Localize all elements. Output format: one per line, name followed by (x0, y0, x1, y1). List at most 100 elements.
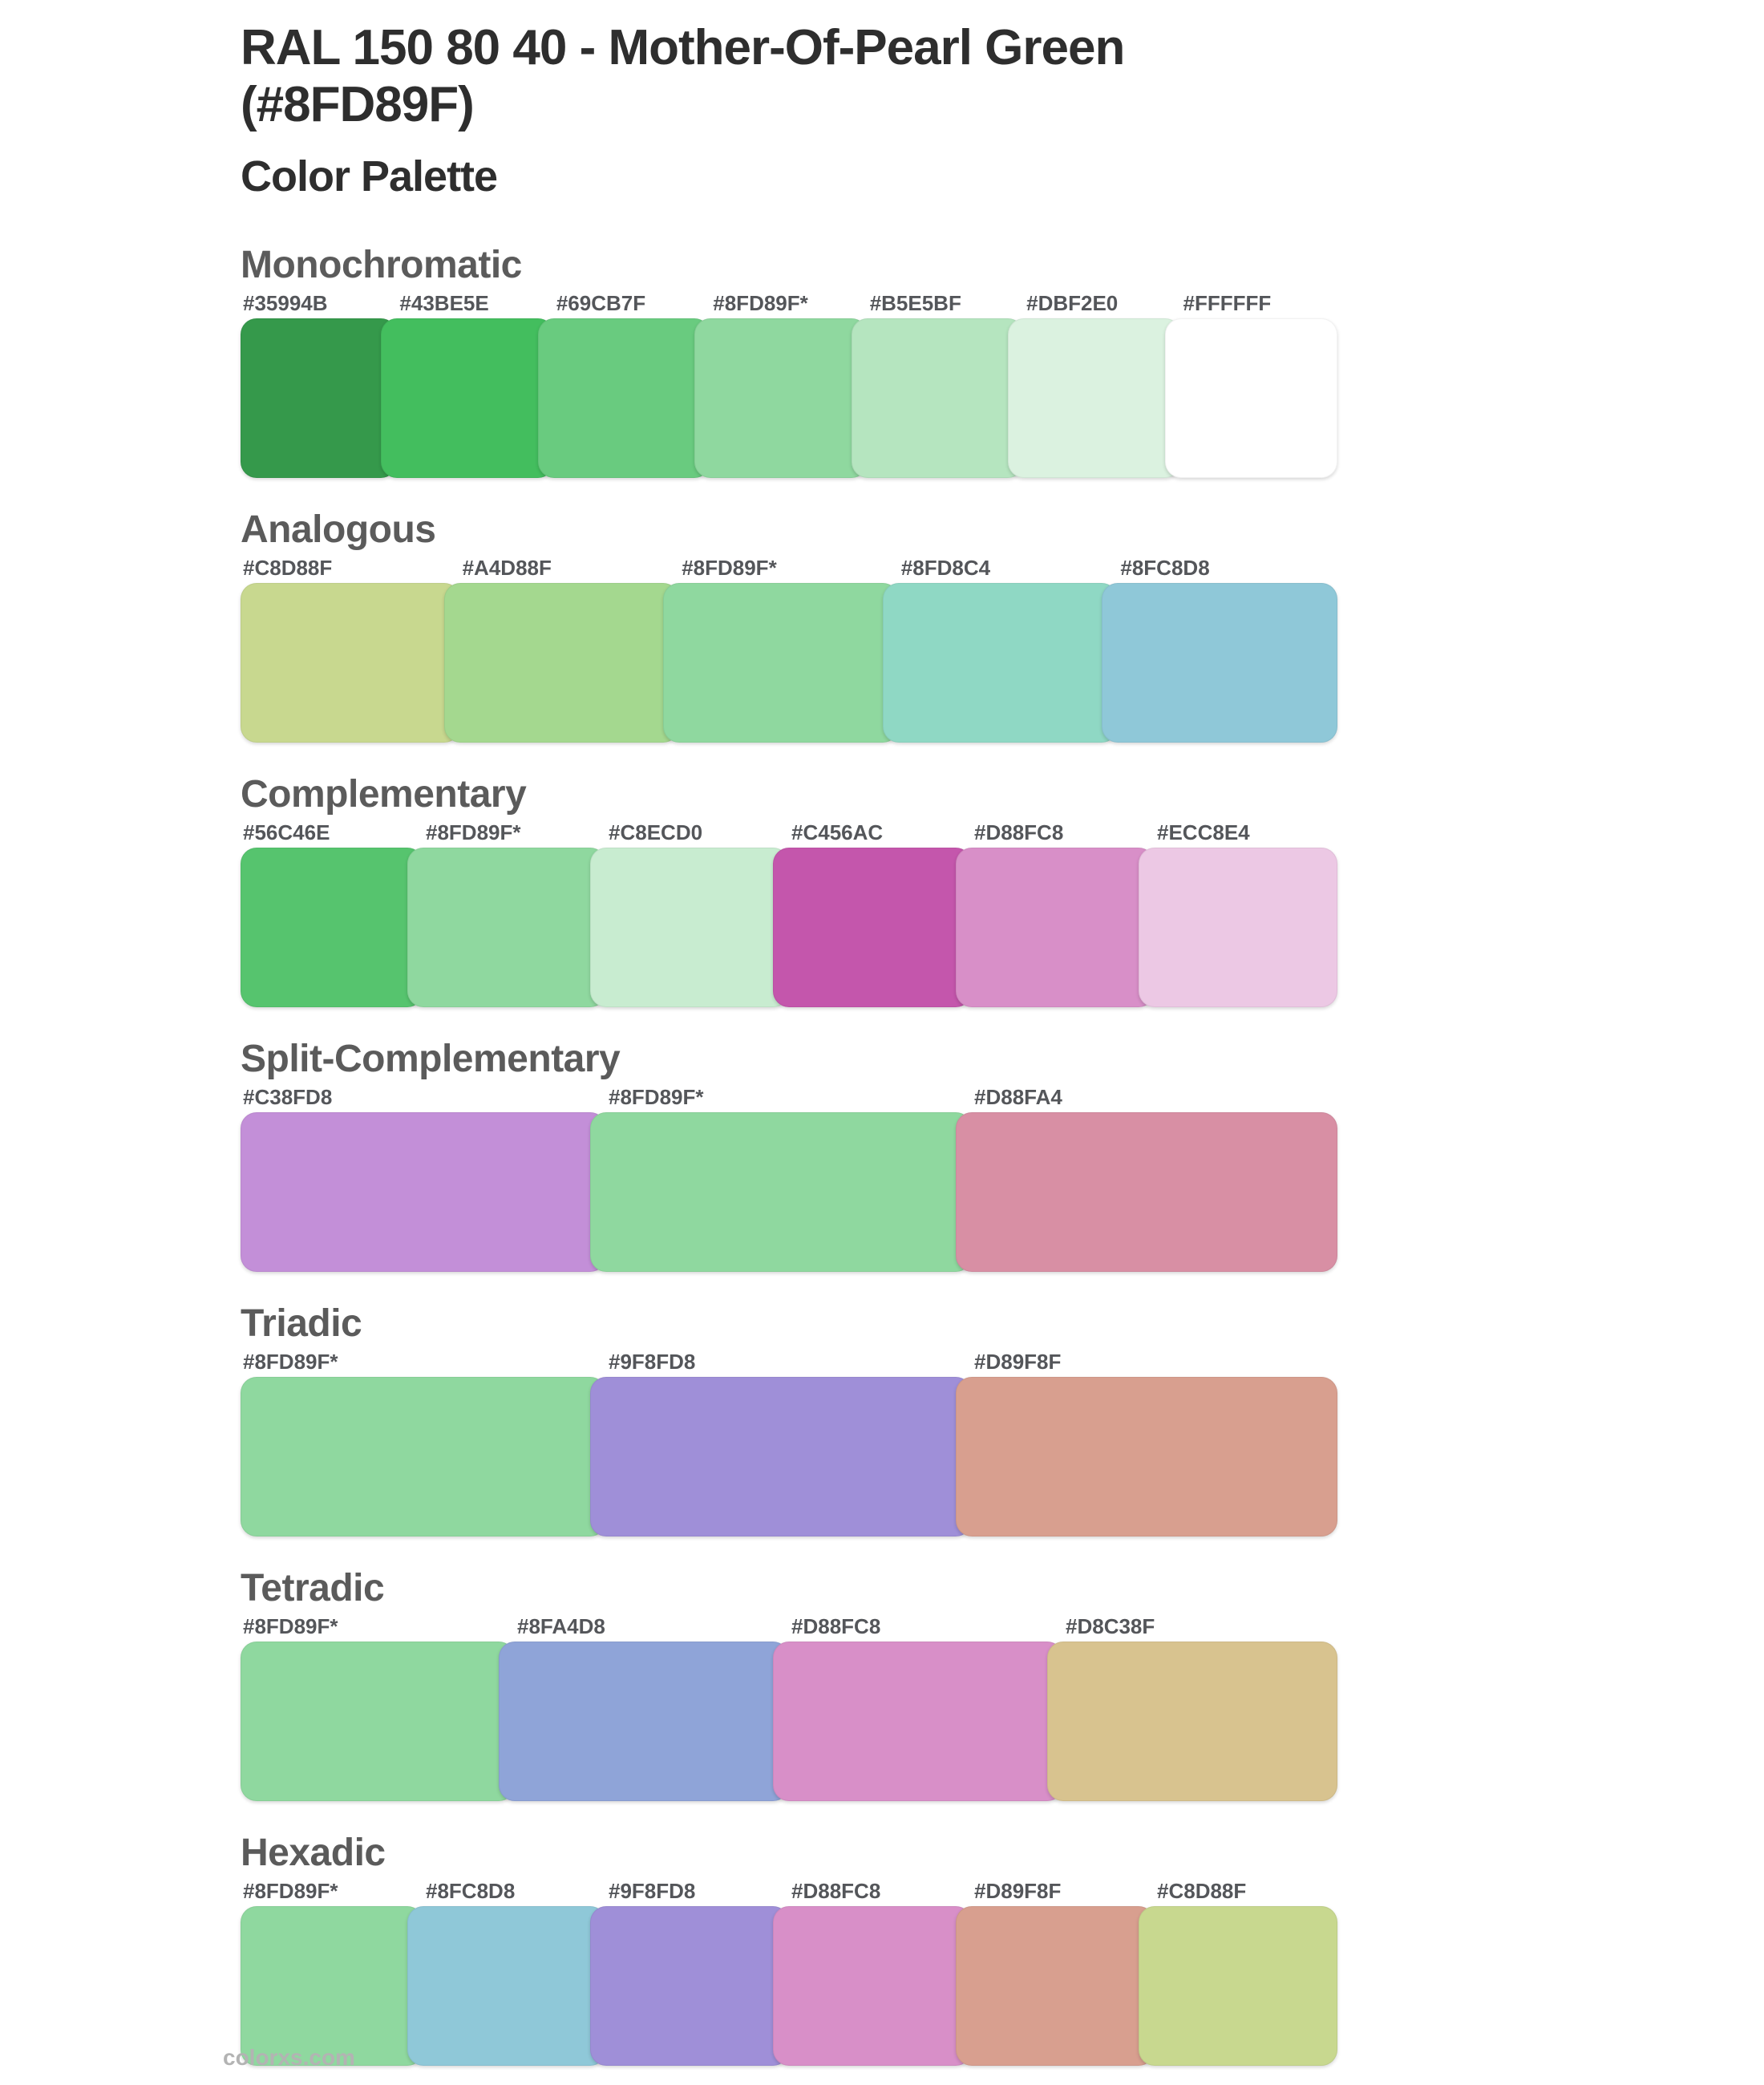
color-swatch[interactable] (537, 318, 711, 478)
hex-label: #B5E5BF (869, 290, 961, 315)
swatch-cell (1102, 582, 1337, 743)
hex-label: #8FA4D8 (517, 1613, 605, 1638)
color-swatch[interactable] (1102, 582, 1337, 743)
swatch-cell (1139, 1905, 1337, 2066)
color-swatch[interactable] (694, 318, 868, 478)
color-swatch[interactable] (956, 1111, 1337, 1272)
hex-label: #8FC8D8 (1120, 555, 1210, 580)
hex-label: #8FD89F* (682, 555, 777, 580)
hex-labels-row: #56C46E #8FD89F* #C8ECD0 #C456AC #D88FC8 #ECC… (241, 820, 1337, 844)
color-swatch[interactable] (443, 582, 680, 743)
palette-section-complementary: Complementary #56C46E #8FD89F* #C8ECD0 #C45… (241, 772, 1337, 1007)
color-swatch[interactable] (241, 318, 398, 478)
palette-section-monochromatic: Monochromatic #35994B #43BE5E #69CB7F #8FD8… (241, 243, 1337, 478)
footer-site-link[interactable]: colorxs.com (223, 2045, 355, 2070)
swatch-cell (694, 318, 868, 478)
swatch-cell (590, 1111, 972, 1272)
color-swatch[interactable] (241, 1376, 606, 1536)
hex-label: #8FD89F* (243, 1349, 338, 1374)
swatch-cell (407, 847, 606, 1007)
hex-label: #FFFFFF (1183, 290, 1272, 315)
swatch-cell (1008, 318, 1181, 478)
color-swatch[interactable] (499, 1641, 789, 1801)
swatch-row (241, 1111, 1337, 1272)
hex-label: #C456AC (791, 820, 884, 844)
color-swatch[interactable] (241, 582, 460, 743)
swatch-cell (241, 1641, 515, 1801)
hex-label: #8FD89F* (609, 1084, 704, 1109)
palette-section-triadic: Triadic #8FD89F* #9F8FD8 #D89F8F (241, 1302, 1337, 1536)
color-swatch[interactable] (1139, 847, 1337, 1007)
color-swatch[interactable] (241, 847, 423, 1007)
swatch-cell (1164, 318, 1337, 478)
section-heading: Analogous (241, 508, 436, 551)
hex-label: #35994B (243, 290, 328, 315)
swatch-cell (590, 847, 789, 1007)
color-swatch[interactable] (851, 318, 1025, 478)
hex-label: #8FD89F* (243, 1878, 338, 1903)
color-swatch[interactable] (956, 847, 1155, 1007)
color-swatch[interactable] (1164, 318, 1337, 478)
page-content: RAL 150 80 40 - Mother-Of-Pearl Green (#… (241, 0, 1337, 2085)
hex-label: #8FD89F* (243, 1613, 338, 1638)
color-swatch[interactable] (882, 582, 1119, 743)
color-swatch[interactable] (381, 318, 554, 478)
color-swatch[interactable] (241, 1641, 515, 1801)
color-swatch[interactable] (590, 1376, 972, 1536)
color-swatch[interactable] (407, 1905, 606, 2066)
swatch-cell (882, 582, 1119, 743)
color-swatch[interactable] (1139, 1905, 1337, 2066)
page-title: RAL 150 80 40 - Mother-Of-Pearl Green (#… (241, 20, 1125, 133)
swatch-cell (590, 1376, 972, 1536)
swatch-cell (241, 582, 460, 743)
color-swatch[interactable] (241, 1111, 606, 1272)
swatch-cell (590, 1905, 789, 2066)
page-subtitle: Color Palette (241, 152, 498, 200)
hex-label: #ECC8E4 (1157, 820, 1250, 844)
hex-label: #C8ECD0 (609, 820, 703, 844)
swatch-cell (773, 847, 972, 1007)
hex-label: #D88FC8 (974, 820, 1064, 844)
color-swatch[interactable] (956, 1905, 1155, 2066)
section-heading: Monochromatic (241, 243, 522, 286)
color-swatch[interactable] (590, 1905, 789, 2066)
section-heading: Split-Complementary (241, 1037, 621, 1080)
color-swatch[interactable] (590, 847, 789, 1007)
color-swatch[interactable] (773, 1905, 972, 2066)
hex-label: #D8C38F (1066, 1613, 1155, 1638)
hex-label: #9F8FD8 (609, 1349, 696, 1374)
color-swatch[interactable] (956, 1376, 1337, 1536)
swatch-cell (241, 318, 398, 478)
section-heading: Tetradic (241, 1566, 385, 1609)
color-swatch[interactable] (241, 1905, 423, 2066)
hex-label: #43BE5E (399, 290, 489, 315)
swatch-cell (1139, 847, 1337, 1007)
hex-label: #C8D88F (1157, 1878, 1247, 1903)
hex-label: #C8D88F (243, 555, 333, 580)
swatch-cell (773, 1641, 1063, 1801)
swatch-cell (773, 1905, 972, 2066)
color-swatch[interactable] (590, 1111, 972, 1272)
palette-section-tetradic: Tetradic #8FD89F* #8FA4D8 #D88FC8 #D8C38F (241, 1566, 1337, 1801)
color-swatch[interactable] (1008, 318, 1181, 478)
color-swatch[interactable] (663, 582, 899, 743)
swatch-cell (407, 1905, 606, 2066)
color-swatch[interactable] (773, 1641, 1063, 1801)
hex-labels-row: #8FD89F* #9F8FD8 #D89F8F (241, 1350, 1337, 1374)
color-swatch[interactable] (773, 847, 972, 1007)
swatch-cell (851, 318, 1025, 478)
hex-label: #9F8FD8 (609, 1878, 696, 1903)
swatch-cell (956, 847, 1155, 1007)
swatch-row (241, 318, 1337, 478)
hex-label: #DBF2E0 (1026, 290, 1119, 315)
hex-labels-row: #C38FD8 #8FD89F* #D88FA4 (241, 1085, 1337, 1109)
swatch-cell (499, 1641, 789, 1801)
swatch-cell (1047, 1641, 1337, 1801)
swatch-cell (663, 582, 899, 743)
swatch-row (241, 1376, 1337, 1536)
color-swatch[interactable] (407, 847, 606, 1007)
hex-labels-row: #C8D88F #A4D88F #8FD89F* #8FD8C4 #8FC8D8 (241, 556, 1337, 580)
color-swatch[interactable] (1047, 1641, 1337, 1801)
hex-label: #D89F8F (974, 1349, 1062, 1374)
